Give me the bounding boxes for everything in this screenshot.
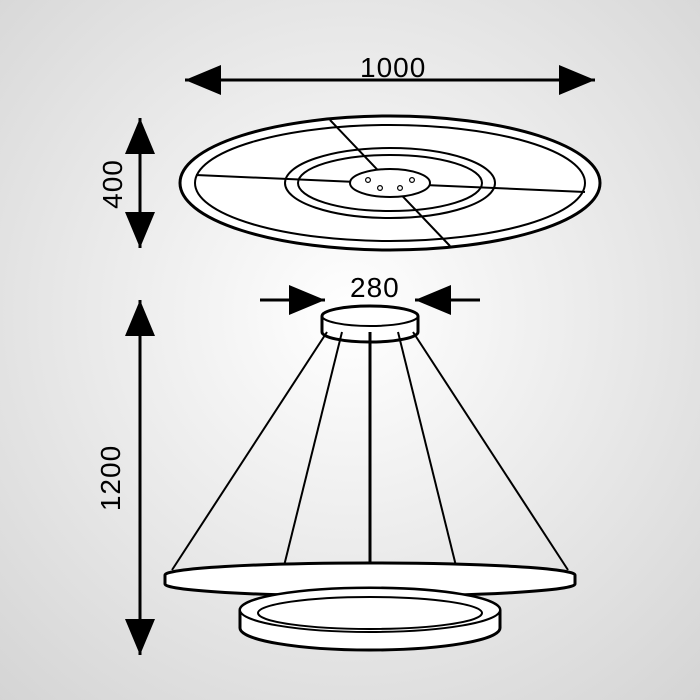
drawing-svg <box>0 0 700 700</box>
technical-drawing: 1000 400 280 1200 <box>0 0 700 700</box>
dim-canopy-width-label: 280 <box>350 272 400 304</box>
dim-drop-height-label: 1200 <box>95 445 127 511</box>
dim-top-height-label: 400 <box>97 159 129 209</box>
dim-top-width-label: 1000 <box>360 52 426 84</box>
